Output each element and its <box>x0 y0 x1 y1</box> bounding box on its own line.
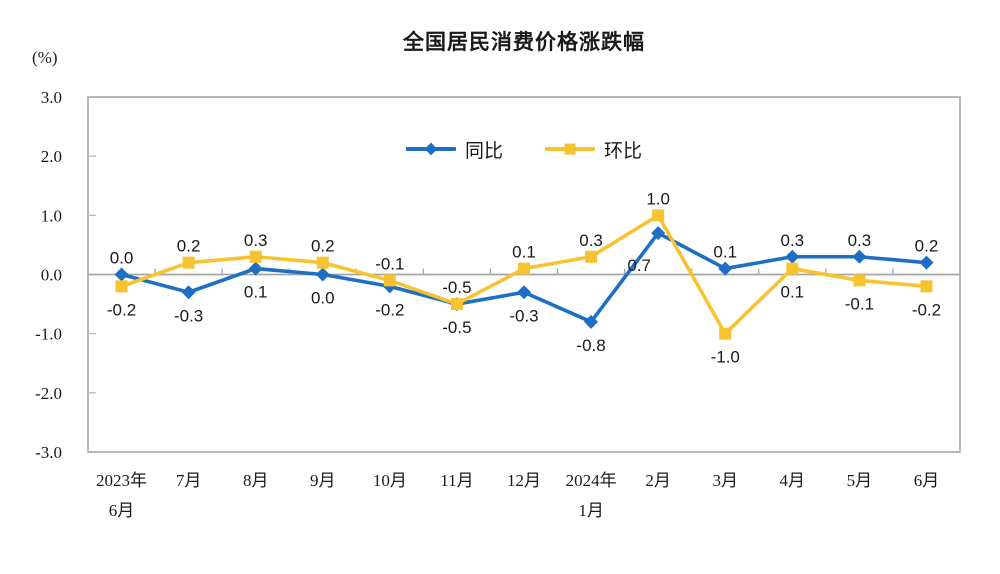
data-point-diamond-同比 <box>315 267 330 282</box>
x-axis-category-label: 5月 <box>847 471 873 490</box>
data-label-环比: 0.3 <box>579 231 603 250</box>
legend-item-tongbi[interactable]: 同比 <box>405 136 503 163</box>
data-point-diamond-同比 <box>517 285 531 300</box>
square-marker-icon <box>564 143 576 155</box>
y-axis-tick-label: 1.0 <box>41 206 62 225</box>
data-point-square-环比 <box>383 274 396 287</box>
data-point-diamond-同比 <box>718 261 733 276</box>
diamond-marker-icon <box>424 142 438 156</box>
x-axis-category-label: 2024年 1月 <box>566 471 617 520</box>
data-point-diamond-同比 <box>919 255 934 270</box>
data-point-diamond-同比 <box>785 249 800 264</box>
data-point-square-环比 <box>920 280 933 293</box>
data-label-环比: -1.0 <box>711 348 740 367</box>
chart-title: 全国居民消费价格涨跌幅 <box>403 31 645 54</box>
data-label-同比: 0.1 <box>713 243 737 262</box>
data-point-square-环比 <box>786 262 799 275</box>
data-label-同比: -0.3 <box>174 306 203 325</box>
data-label-环比: 1.0 <box>646 189 670 208</box>
legend-line-sample-tongbi <box>405 142 456 156</box>
x-axis-category-label: 10月 <box>373 471 407 490</box>
data-point-diamond-同比 <box>651 226 666 241</box>
x-axis-category-label: 3月 <box>712 471 738 490</box>
data-label-环比: 0.1 <box>512 243 536 262</box>
data-point-square-环比 <box>853 274 866 287</box>
data-label-同比: 0.2 <box>915 237 939 256</box>
data-point-diamond-同比 <box>852 249 867 264</box>
data-point-diamond-同比 <box>584 314 599 329</box>
x-axis-category-label: 6月 <box>914 471 940 490</box>
data-point-square-环比 <box>652 209 665 222</box>
data-label-环比: -0.1 <box>375 254 404 273</box>
data-label-同比: 0.7 <box>627 256 651 275</box>
data-label-环比: -0.5 <box>442 278 471 297</box>
data-point-square-环比 <box>585 250 598 263</box>
data-label-同比: 0.0 <box>311 289 335 308</box>
y-axis-tick-label: -2.0 <box>35 384 62 403</box>
legend-item-huanbi[interactable]: 环比 <box>545 136 642 163</box>
data-label-同比: -0.5 <box>442 318 471 337</box>
data-label-同比: -0.8 <box>576 336 605 355</box>
data-label-同比: -0.3 <box>509 306 538 325</box>
data-label-同比: 0.1 <box>244 283 268 302</box>
data-point-square-环比 <box>182 256 195 269</box>
chart-legend: 同比 环比 <box>88 136 960 163</box>
data-point-square-环比 <box>719 327 732 340</box>
data-label-环比: -0.1 <box>845 294 874 313</box>
x-axis-category-label: 11月 <box>440 471 473 490</box>
data-point-diamond-同比 <box>248 261 263 276</box>
x-axis-category-label: 12月 <box>507 471 541 490</box>
data-label-同比: 0.3 <box>848 231 872 250</box>
data-label-环比: -0.2 <box>912 300 941 319</box>
data-point-diamond-同比 <box>181 285 196 300</box>
data-point-square-环比 <box>450 298 463 311</box>
y-axis-unit-label: (%) <box>32 48 58 67</box>
data-point-diamond-同比 <box>114 267 129 282</box>
data-label-同比: 0.0 <box>110 249 134 268</box>
legend-label-tongbi: 同比 <box>464 140 503 162</box>
data-point-square-环比 <box>518 262 530 275</box>
x-axis-category-label: 7月 <box>176 471 202 490</box>
data-label-环比: 0.2 <box>177 237 201 256</box>
data-point-square-环比 <box>115 280 128 293</box>
x-axis-category-label: 2月 <box>645 471 671 490</box>
x-axis-category-label: 9月 <box>310 471 336 490</box>
y-axis-tick-label: 2.0 <box>41 147 62 166</box>
data-point-square-环比 <box>316 256 329 269</box>
legend-label-huanbi: 环比 <box>604 140 643 162</box>
data-point-square-环比 <box>249 250 262 263</box>
data-label-环比: -0.2 <box>107 300 136 319</box>
y-axis-tick-label: 0.0 <box>41 266 62 285</box>
y-axis-tick-label: -1.0 <box>35 325 62 344</box>
y-axis-tick-label: -3.0 <box>35 443 62 462</box>
data-label-环比: 0.3 <box>244 231 268 250</box>
x-axis-category-label: 4月 <box>780 471 806 490</box>
data-label-同比: 0.3 <box>780 231 804 250</box>
x-axis-category-label: 2023年 6月 <box>96 471 147 520</box>
legend-line-sample-huanbi <box>545 143 595 155</box>
y-axis-tick-label: 3.0 <box>41 88 62 107</box>
data-label-环比: 0.2 <box>311 237 335 256</box>
data-label-同比: -0.2 <box>375 300 404 319</box>
x-axis-category-label: 8月 <box>243 471 269 490</box>
data-label-环比: 0.1 <box>780 283 804 302</box>
